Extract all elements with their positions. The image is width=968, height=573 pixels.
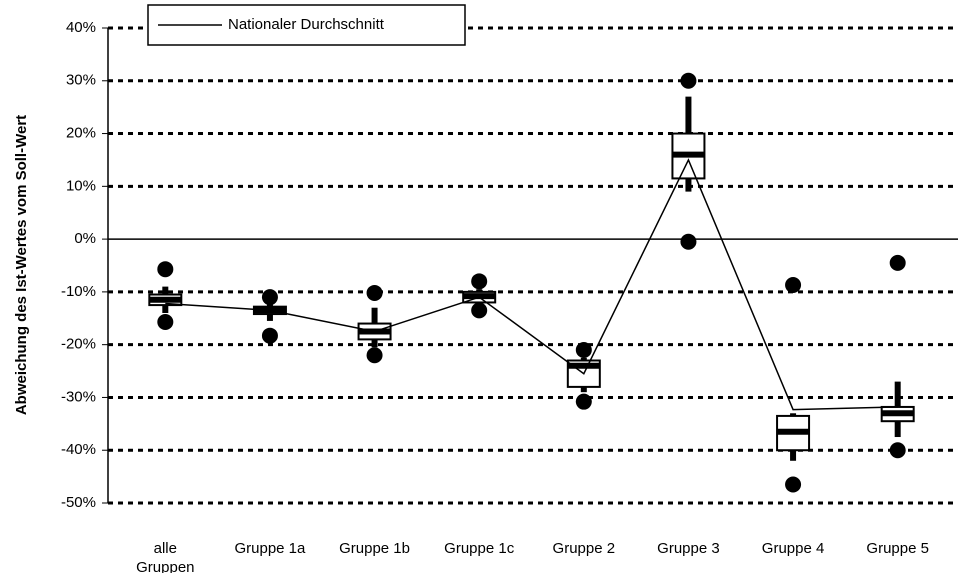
y-tick-label: 40%: [66, 19, 96, 36]
outlier: [366, 284, 383, 301]
y-tick-label: 30%: [66, 72, 96, 89]
outlier: [471, 273, 488, 290]
outlier: [785, 277, 802, 294]
outlier: [889, 254, 906, 271]
outlier: [575, 341, 592, 358]
legend-label: Nationaler Durchschnitt: [228, 16, 385, 33]
outlier: [157, 261, 174, 278]
outlier: [785, 476, 802, 493]
x-tick-label: Gruppe 1a: [234, 540, 306, 557]
x-tick-label: Gruppe 2: [552, 540, 616, 557]
outlier: [261, 327, 278, 344]
y-axis-label: Abweichung des Ist-Wertes vom Soll-Wert: [13, 115, 30, 415]
x-tick-label: Gruppe 4: [761, 540, 825, 557]
y-tick-label: 10%: [66, 177, 96, 194]
x-tick-label: Gruppe 1b: [339, 540, 410, 557]
outlier: [575, 393, 592, 410]
y-tick-label: -30%: [61, 388, 96, 405]
y-tick-label: 20%: [66, 125, 96, 142]
y-tick-label: 0%: [74, 230, 96, 247]
x-tick-label: Gruppe 3: [657, 540, 720, 557]
x-tick-label: Gruppe 5: [866, 540, 929, 557]
x-tick-label: alle Gruppen: [136, 540, 195, 573]
y-tick-label: -50%: [61, 494, 96, 511]
outlier: [366, 347, 383, 364]
y-tick-label: -40%: [61, 441, 96, 458]
average-line: [165, 158, 898, 411]
outlier: [261, 289, 278, 306]
outlier: [680, 233, 697, 250]
x-tick-label: Gruppe 1c: [444, 540, 515, 557]
y-tick-label: -20%: [61, 336, 96, 353]
outlier: [157, 313, 174, 330]
y-tick-label: -10%: [61, 283, 96, 300]
outlier: [471, 302, 488, 319]
outlier: [680, 72, 697, 89]
legend-box: [147, 4, 466, 46]
outlier: [889, 442, 906, 459]
